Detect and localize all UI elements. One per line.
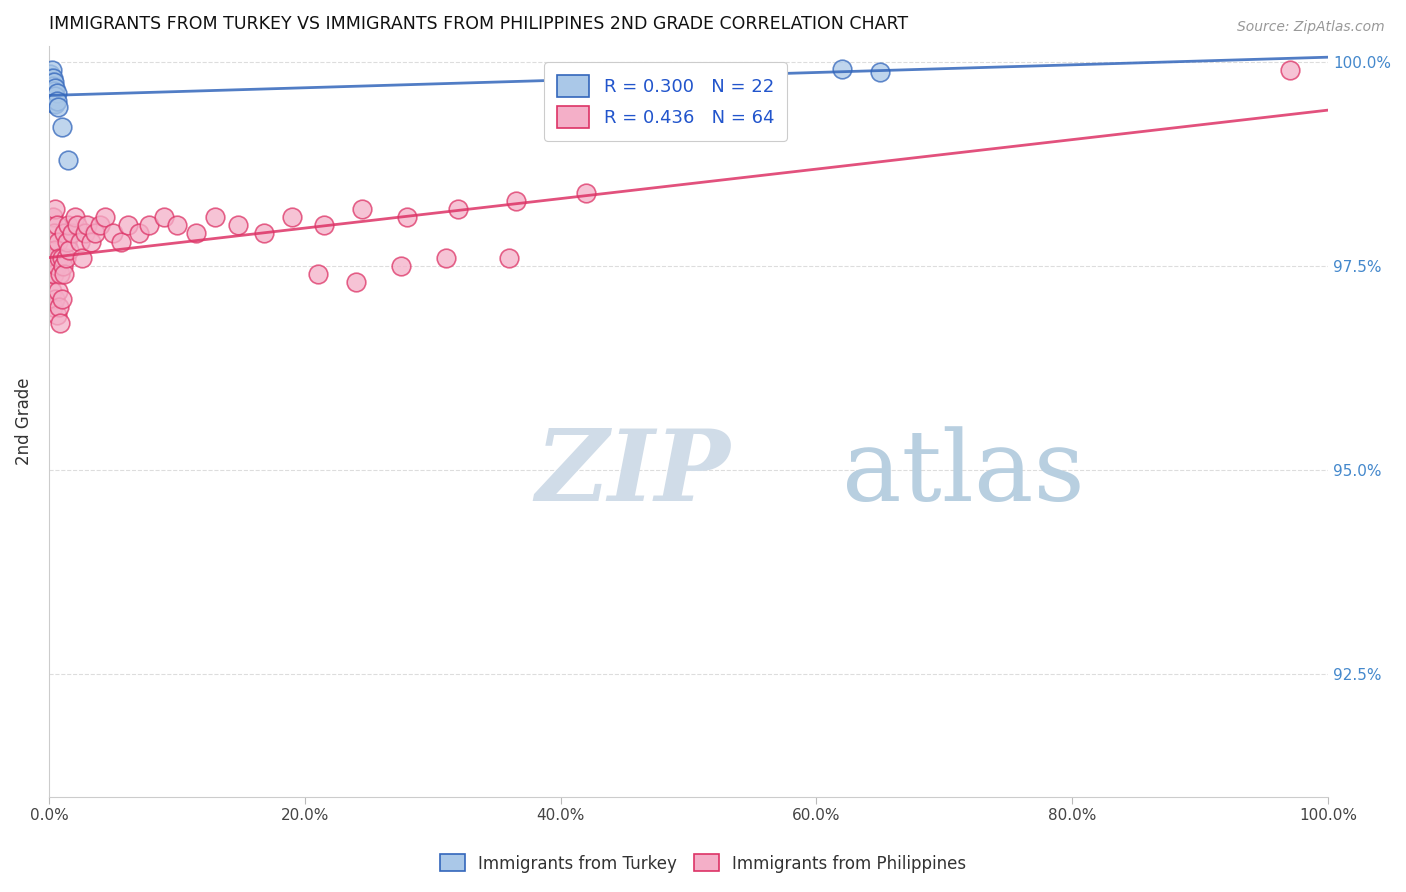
Point bbox=[396, 210, 419, 224]
Legend: R = 0.300   N = 22, R = 0.436   N = 64: R = 0.300 N = 22, R = 0.436 N = 64 bbox=[544, 62, 787, 141]
Point bbox=[138, 219, 160, 233]
Point bbox=[307, 267, 329, 281]
Point bbox=[51, 292, 73, 306]
Point bbox=[39, 71, 62, 86]
Point bbox=[831, 62, 853, 76]
Point bbox=[89, 219, 111, 233]
Point bbox=[226, 219, 249, 233]
Point bbox=[42, 87, 65, 102]
Point bbox=[44, 81, 66, 95]
Text: Source: ZipAtlas.com: Source: ZipAtlas.com bbox=[1237, 20, 1385, 34]
Point bbox=[56, 219, 79, 233]
Point bbox=[45, 219, 67, 233]
Point bbox=[63, 210, 86, 224]
Point bbox=[73, 227, 96, 241]
Point bbox=[48, 300, 70, 314]
Point bbox=[42, 79, 65, 94]
Point bbox=[69, 235, 91, 249]
Point bbox=[153, 210, 176, 224]
Point bbox=[869, 64, 891, 78]
Point bbox=[389, 259, 412, 273]
Point bbox=[42, 71, 65, 86]
Point bbox=[41, 63, 63, 78]
Point bbox=[42, 95, 65, 110]
Point bbox=[53, 227, 76, 241]
Point bbox=[58, 243, 80, 257]
Point bbox=[80, 235, 103, 249]
Point bbox=[44, 89, 66, 103]
Point bbox=[498, 251, 520, 265]
Point bbox=[42, 75, 65, 89]
Point bbox=[45, 259, 67, 273]
Point bbox=[51, 120, 73, 135]
Point bbox=[46, 235, 69, 249]
Point bbox=[184, 227, 207, 241]
Point bbox=[41, 284, 63, 298]
Point bbox=[51, 251, 73, 265]
Point bbox=[44, 292, 66, 306]
Point bbox=[447, 202, 470, 216]
Point bbox=[94, 210, 117, 224]
Point bbox=[55, 251, 77, 265]
Point bbox=[45, 86, 67, 100]
Point bbox=[41, 84, 63, 98]
Legend: Immigrants from Turkey, Immigrants from Philippines: Immigrants from Turkey, Immigrants from … bbox=[433, 847, 973, 880]
Point bbox=[76, 219, 98, 233]
Point bbox=[52, 259, 75, 273]
Point bbox=[312, 219, 335, 233]
Point bbox=[505, 194, 527, 208]
Point bbox=[70, 251, 93, 265]
Point bbox=[44, 97, 66, 112]
Point bbox=[49, 267, 72, 281]
Point bbox=[44, 243, 66, 257]
Point bbox=[39, 67, 62, 81]
Point bbox=[42, 251, 65, 265]
Text: IMMIGRANTS FROM TURKEY VS IMMIGRANTS FROM PHILIPPINES 2ND GRADE CORRELATION CHAR: IMMIGRANTS FROM TURKEY VS IMMIGRANTS FRO… bbox=[49, 15, 908, 33]
Point bbox=[56, 153, 79, 167]
Point bbox=[42, 300, 65, 314]
Point bbox=[117, 219, 139, 233]
Point bbox=[45, 308, 67, 322]
Point bbox=[45, 94, 67, 108]
Point bbox=[352, 202, 374, 216]
Point bbox=[575, 186, 598, 200]
Point bbox=[66, 219, 89, 233]
Point bbox=[434, 251, 457, 265]
Point bbox=[46, 100, 69, 114]
Point bbox=[60, 227, 83, 241]
Point bbox=[41, 235, 63, 249]
Point bbox=[42, 210, 65, 224]
Point bbox=[49, 316, 72, 330]
Point bbox=[46, 284, 69, 298]
Point bbox=[253, 227, 276, 241]
Point bbox=[101, 227, 124, 241]
Point bbox=[344, 276, 367, 290]
Point bbox=[42, 84, 65, 98]
Point bbox=[53, 267, 76, 281]
Point bbox=[39, 267, 62, 281]
Text: atlas: atlas bbox=[842, 425, 1085, 522]
Point bbox=[56, 235, 79, 249]
Point bbox=[41, 75, 63, 89]
Point bbox=[110, 235, 132, 249]
Point bbox=[281, 210, 304, 224]
Point bbox=[204, 210, 226, 224]
Point bbox=[44, 202, 66, 216]
Point bbox=[128, 227, 150, 241]
Point bbox=[1278, 63, 1301, 78]
Y-axis label: 2nd Grade: 2nd Grade bbox=[15, 377, 32, 465]
Text: ZIP: ZIP bbox=[536, 425, 730, 522]
Point bbox=[42, 267, 65, 281]
Point bbox=[166, 219, 188, 233]
Point bbox=[42, 92, 65, 106]
Point bbox=[42, 227, 65, 241]
Point bbox=[48, 251, 70, 265]
Point bbox=[84, 227, 107, 241]
